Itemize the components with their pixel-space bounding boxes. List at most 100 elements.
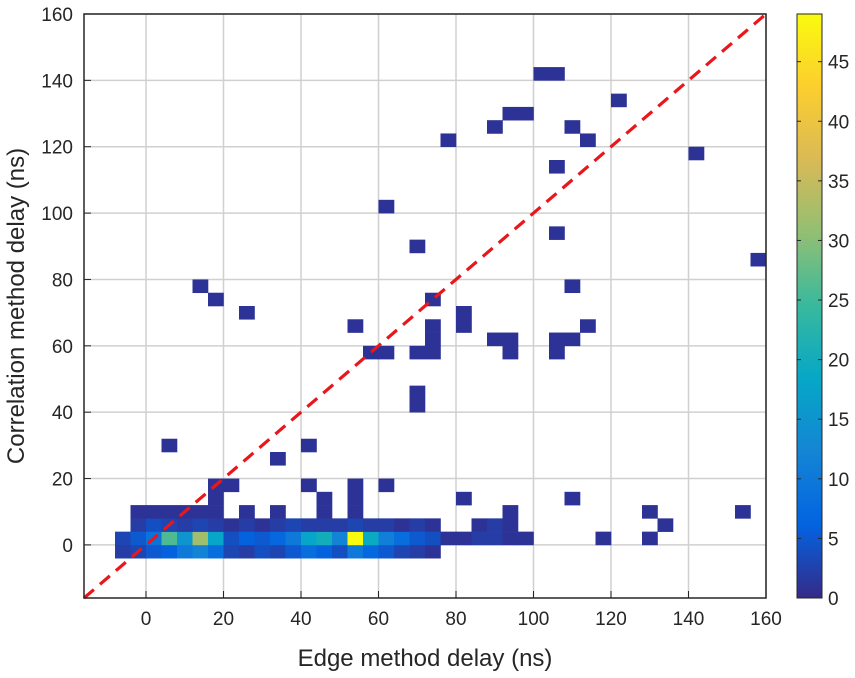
y-tick-label: 60 — [52, 337, 73, 358]
heatmap-cell — [115, 544, 131, 559]
heatmap-cell — [409, 239, 426, 254]
y-tick-label: 140 — [41, 71, 73, 92]
colorbar-tick-label: 25 — [828, 291, 849, 312]
x-tick-label: 20 — [213, 609, 234, 630]
x-tick-label: 80 — [445, 609, 466, 630]
heatmap-cell — [688, 146, 705, 161]
colorbar — [796, 13, 823, 599]
heatmap-cell — [425, 319, 441, 333]
y-tick-label: 80 — [52, 270, 73, 291]
heatmap-cell — [208, 505, 224, 519]
y-tick-label: 120 — [41, 138, 73, 159]
heatmap-cell — [394, 531, 410, 546]
heatmap-cell — [316, 491, 333, 506]
heatmap-cell — [223, 531, 240, 546]
identity-reference-line — [82, 12, 768, 600]
colorbar-ticks: 0 5 10 15 20 25 30 35 40 45 — [797, 53, 849, 610]
heatmap-cell — [146, 518, 162, 532]
heatmap-cell — [549, 332, 565, 347]
heatmap-cell — [456, 491, 472, 506]
heatmap-cell — [363, 531, 379, 546]
heatmap-cell — [580, 319, 596, 333]
heatmap-cell — [239, 505, 255, 519]
heatmap-cell — [270, 505, 286, 519]
y-tick-label: 100 — [41, 204, 73, 225]
heatmap-cell — [425, 345, 441, 360]
heatmap-cell — [192, 531, 209, 546]
x-axis-label: Edge method delay (ns) — [298, 645, 553, 672]
heatmap-cell — [301, 478, 317, 493]
heatmap-cell — [192, 544, 209, 559]
heatmap-cell — [487, 531, 503, 546]
heatmap-cell — [471, 518, 488, 532]
heatmap-cell — [502, 345, 519, 360]
heatmap-cell — [270, 531, 286, 546]
heatmap-cell — [146, 505, 162, 519]
heatmap-cell — [549, 345, 565, 360]
heatmap-cell — [549, 67, 565, 81]
heatmap-cell — [316, 531, 333, 546]
heatmap-cell — [192, 518, 209, 532]
heatmap-cell — [347, 319, 364, 333]
heatmap-cell — [285, 518, 302, 532]
colorbar-tick-label: 15 — [828, 410, 849, 431]
heatmap-cell — [270, 518, 286, 532]
heatmap-cell — [177, 518, 193, 532]
heatmap-cell — [533, 67, 550, 81]
heatmap-cell — [223, 544, 240, 559]
heatmap-cell — [378, 518, 395, 532]
heatmap-cell — [316, 518, 333, 532]
heatmap-cell — [161, 438, 178, 453]
heatmap-cell — [301, 544, 317, 559]
colorbar-tick-label: 30 — [828, 231, 849, 252]
heatmap-cell — [347, 505, 364, 519]
heatmap-cell — [502, 518, 519, 532]
x-tick-label: 140 — [673, 609, 705, 630]
heatmap-cell — [611, 93, 627, 108]
heatmap-cell — [316, 505, 333, 519]
plot-area-frame — [83, 13, 767, 599]
heatmap-cell — [254, 544, 271, 559]
heatmap-cell — [409, 518, 426, 532]
heatmap-cell — [456, 531, 472, 546]
heatmap-cell — [347, 518, 364, 532]
y-tick-label: 40 — [52, 403, 73, 424]
heatmap-cell — [378, 199, 395, 214]
heatmap-cell — [502, 332, 519, 347]
heatmap-cell — [130, 505, 147, 519]
heatmap-cell — [595, 531, 612, 546]
x-tick-label: 0 — [141, 609, 152, 630]
heatmap-cell — [425, 544, 441, 559]
heatmap-cell — [502, 531, 519, 546]
heatmap-cell — [208, 544, 224, 559]
heatmap-cell — [440, 531, 457, 546]
heatmap-cell — [161, 505, 178, 519]
colorbar-tick-label: 35 — [828, 172, 849, 193]
heatmap-cell — [409, 398, 426, 413]
heatmap-cell — [177, 544, 193, 559]
heatmap-cell — [425, 518, 441, 532]
heatmap-cell — [254, 531, 271, 546]
heatmap-cell — [332, 544, 348, 559]
heatmap-cell — [239, 544, 255, 559]
heatmap-cell — [363, 518, 379, 532]
heatmap-cell — [564, 279, 581, 294]
heatmap-cell — [735, 505, 751, 519]
heatmap-cell — [487, 120, 503, 134]
heatmap-cell — [378, 544, 395, 559]
heatmap-cell — [332, 518, 348, 532]
heatmap-cell — [425, 332, 441, 347]
heatmap-cell — [146, 544, 162, 559]
x-tick-label: 160 — [750, 609, 782, 630]
heatmap-cell — [301, 518, 317, 532]
heatmap-cell — [130, 518, 147, 532]
heatmap-cell — [208, 491, 224, 506]
heatmap-cell — [378, 345, 395, 360]
heatmap-cell — [471, 531, 488, 546]
heatmap-cell — [456, 306, 472, 320]
heatmap-cell — [285, 544, 302, 559]
colorbar-tick-label: 45 — [828, 53, 849, 74]
heatmap-cell — [564, 120, 581, 134]
heatmap-cell — [564, 491, 581, 506]
